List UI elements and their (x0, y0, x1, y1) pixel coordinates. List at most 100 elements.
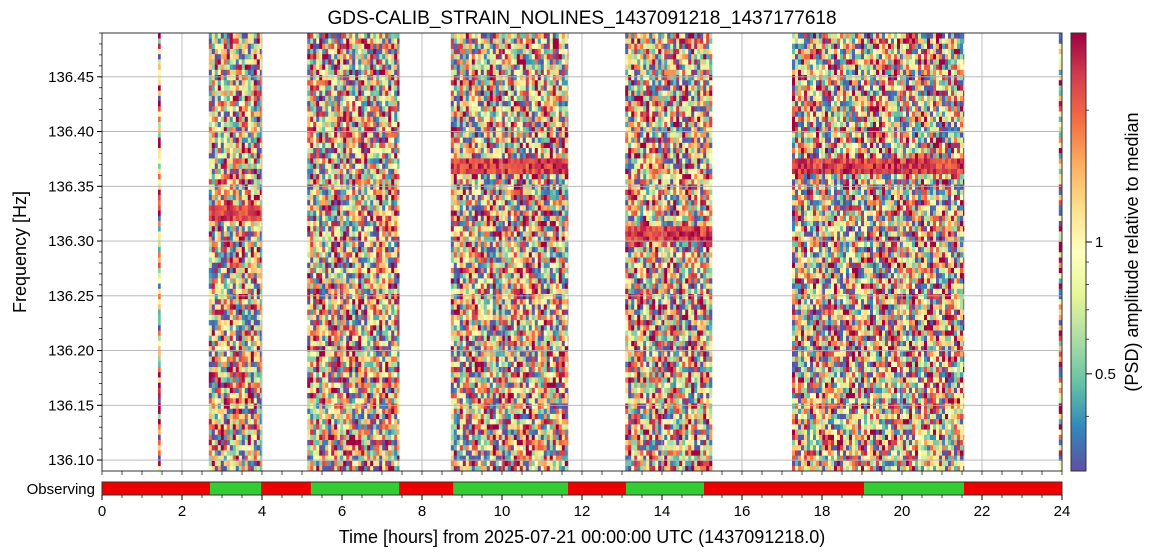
heatmap-cell (352, 48, 356, 55)
heatmap-cell (450, 85, 455, 91)
heatmap-cell (223, 465, 228, 472)
heatmap-cell (313, 215, 317, 222)
heatmap-cell (238, 173, 243, 180)
heatmap-cell (220, 246, 225, 253)
heatmap-cell (337, 257, 341, 263)
heatmap-cell (229, 33, 234, 39)
heatmap-cell (325, 43, 329, 49)
heatmap-cell (250, 179, 255, 185)
heatmap-cell (232, 116, 237, 122)
heatmap-cell (364, 64, 368, 70)
heatmap-cell (223, 356, 228, 362)
heatmap-cell (322, 43, 326, 49)
heatmap-cell (316, 53, 320, 60)
heatmap-cell (352, 95, 356, 102)
heatmap-cell (232, 340, 237, 347)
heatmap-cell (391, 377, 395, 383)
heatmap-cell (459, 345, 464, 352)
heatmap-cell (307, 189, 311, 195)
heatmap-cell (220, 189, 225, 195)
heatmap-cell (450, 236, 455, 242)
heatmap-cell (220, 455, 225, 461)
heatmap-cell (385, 371, 389, 378)
heatmap-cell (247, 272, 252, 279)
heatmap-cell (349, 168, 353, 175)
heatmap-cell (462, 304, 467, 310)
heatmap-cell (361, 403, 365, 409)
heatmap-cell (310, 111, 314, 117)
heatmap-cell (364, 361, 368, 368)
heatmap-cell (325, 351, 329, 357)
heatmap-cell (217, 314, 222, 321)
heatmap-cell (394, 413, 398, 420)
heatmap-cell (238, 293, 243, 300)
heatmap-cell (349, 408, 353, 414)
heatmap-cell (319, 215, 323, 222)
heatmap-cell (388, 382, 392, 388)
heatmap-cell (394, 455, 398, 461)
heatmap-cell (358, 205, 362, 211)
heatmap-cell (307, 371, 311, 378)
heatmap-cell (223, 179, 228, 185)
heatmap-cell (328, 194, 332, 201)
heatmap-cell (310, 371, 314, 378)
heatmap-cell (220, 194, 225, 201)
heatmap-cell (391, 382, 395, 388)
heatmap-cell (319, 293, 323, 300)
heatmap-cell (379, 398, 383, 404)
heatmap-cell (229, 413, 234, 420)
heatmap-cell (373, 408, 377, 414)
heatmap-cell (376, 95, 380, 102)
heatmap-cell (462, 189, 467, 195)
heatmap-cell (373, 48, 377, 55)
heatmap-cell (459, 434, 464, 441)
heatmap-cell (328, 163, 332, 169)
heatmap-cell (322, 293, 326, 300)
heatmap-cell (310, 152, 314, 159)
heatmap-cell (238, 205, 243, 211)
heatmap-cell (364, 262, 368, 268)
heatmap-cell (220, 325, 225, 331)
heatmap-cell (322, 398, 326, 404)
heatmap-cell (316, 335, 320, 341)
heatmap-cell (388, 325, 392, 331)
heatmap-cell (331, 257, 335, 263)
heatmap-cell (337, 179, 341, 185)
heatmap-cell (244, 225, 249, 232)
heatmap-cell (244, 163, 249, 169)
heatmap-cell (244, 90, 249, 96)
heatmap-cell (256, 272, 261, 279)
heatmap-cell (459, 252, 464, 258)
heatmap-cell (158, 392, 161, 399)
heatmap-cell (364, 439, 368, 446)
heatmap-cell (373, 194, 377, 201)
heatmap-cell (310, 215, 314, 222)
heatmap-cell (477, 382, 482, 388)
heatmap-cell (316, 158, 320, 164)
heatmap-cell (328, 444, 332, 451)
heatmap-cell (388, 293, 392, 300)
heatmap-cell (322, 413, 326, 420)
heatmap-cell (211, 158, 216, 164)
heatmap-cell (474, 132, 479, 138)
heatmap-cell (325, 236, 329, 242)
heatmap-cell (367, 398, 371, 404)
heatmap-cell (334, 429, 338, 435)
heatmap-cell (328, 403, 332, 409)
heatmap-cell (217, 43, 222, 49)
heatmap-cell (307, 33, 311, 39)
heatmap-cell (235, 444, 240, 451)
heatmap-cell (477, 309, 482, 315)
heatmap-cell (307, 283, 311, 289)
heatmap-cell (358, 398, 362, 404)
heatmap-cell (313, 184, 317, 190)
heatmap-cell (250, 252, 255, 258)
heatmap-cell (328, 147, 332, 154)
heatmap-cell (462, 408, 467, 414)
heatmap-cell (364, 194, 368, 201)
heatmap-cell (462, 465, 467, 472)
heatmap-cell (310, 340, 314, 347)
heatmap-cell (373, 199, 377, 206)
heatmap-cell (310, 194, 314, 201)
heatmap-cell (235, 90, 240, 96)
